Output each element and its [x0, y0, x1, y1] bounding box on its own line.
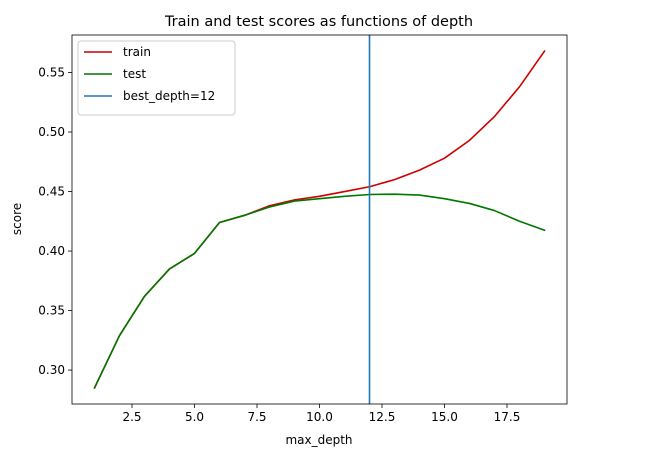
- x-tick-label: 5.0: [185, 410, 204, 424]
- legend-label: test: [123, 67, 146, 81]
- y-tick-label: 0.35: [38, 304, 65, 318]
- y-tick-label: 0.55: [38, 65, 65, 79]
- y-tick-label: 0.45: [38, 185, 65, 199]
- series-line-test: [93, 193, 546, 389]
- y-tick-label: 0.40: [38, 244, 65, 258]
- x-tick-label: 12.5: [369, 410, 396, 424]
- x-tick-label: 2.5: [122, 410, 141, 424]
- x-axis: 2.5 5.0 7.5 10.0 12.5 15.0 17.5: [122, 404, 520, 424]
- legend-label: train: [123, 45, 151, 59]
- legend-label: best_depth=12: [123, 89, 215, 103]
- y-axis-label: score: [10, 203, 24, 235]
- x-tick-label: 7.5: [247, 410, 266, 424]
- legend: train test best_depth=12: [77, 40, 236, 116]
- legend-box: [77, 40, 236, 116]
- y-axis: 0.30 0.35 0.40 0.45 0.50 0.55: [38, 65, 72, 377]
- y-tick-label: 0.50: [38, 125, 65, 139]
- y-tick-label: 0.30: [38, 363, 65, 377]
- series-layer: [93, 49, 546, 389]
- chart-title: Train and test scores as functions of de…: [164, 14, 473, 30]
- x-axis-label: max_depth: [285, 433, 352, 447]
- x-tick-label: 10.0: [306, 410, 333, 424]
- x-tick-label: 15.0: [431, 410, 458, 424]
- x-tick-label: 17.5: [494, 410, 521, 424]
